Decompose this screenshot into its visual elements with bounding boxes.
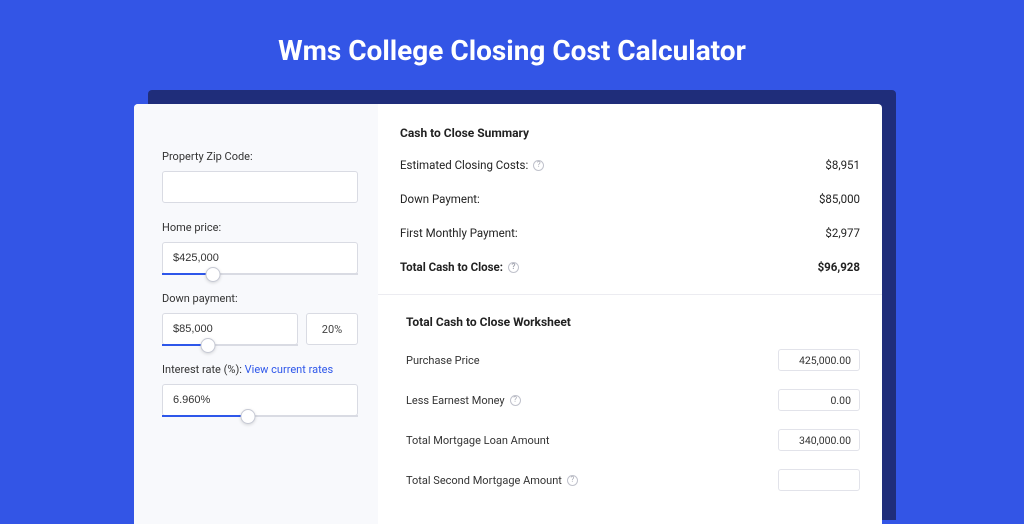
page-title: Wms College Closing Cost Calculator: [0, 0, 1024, 67]
help-icon[interactable]: ?: [567, 475, 578, 486]
ws-value[interactable]: 340,000.00: [778, 429, 860, 451]
worksheet-row: Total Mortgage Loan Amount 340,000.00: [400, 429, 860, 451]
home-price-label: Home price:: [162, 221, 358, 234]
ws-label: Total Second Mortgage Amount: [406, 474, 562, 487]
calculator-card: Property Zip Code: Home price: Down paym…: [134, 104, 882, 524]
zip-field-group: Property Zip Code:: [162, 150, 358, 203]
summary-row-total: Total Cash to Close: ? $96,928: [400, 260, 860, 274]
summary-label: Down Payment:: [400, 192, 480, 206]
inputs-panel: Property Zip Code: Home price: Down paym…: [134, 104, 378, 524]
worksheet-row: Less Earnest Money ? 0.00: [400, 389, 860, 411]
home-price-group: Home price:: [162, 221, 358, 274]
help-icon[interactable]: ?: [510, 395, 521, 406]
summary-label: Total Cash to Close:: [400, 260, 503, 274]
worksheet-title: Total Cash to Close Worksheet: [406, 315, 860, 329]
interest-label: Interest rate (%): View current rates: [162, 363, 358, 376]
ws-value[interactable]: [778, 469, 860, 491]
summary-value: $2,977: [825, 226, 860, 240]
ws-value[interactable]: 0.00: [778, 389, 860, 411]
down-payment-group: Down payment: 20%: [162, 292, 358, 345]
interest-slider[interactable]: [162, 384, 358, 416]
home-price-input[interactable]: [162, 242, 358, 274]
worksheet-row: Total Second Mortgage Amount ?: [400, 469, 860, 491]
zip-label: Property Zip Code:: [162, 150, 358, 163]
summary-label: First Monthly Payment:: [400, 226, 518, 240]
down-payment-input[interactable]: [162, 313, 298, 345]
help-icon[interactable]: ?: [533, 160, 544, 171]
help-icon[interactable]: ?: [508, 262, 519, 273]
slider-thumb[interactable]: [205, 267, 220, 282]
slider-thumb[interactable]: [241, 409, 256, 424]
down-payment-label: Down payment:: [162, 292, 358, 305]
down-payment-slider[interactable]: [162, 313, 298, 345]
down-payment-pct[interactable]: 20%: [306, 313, 358, 345]
summary-label: Estimated Closing Costs:: [400, 158, 528, 172]
interest-group: Interest rate (%): View current rates: [162, 363, 358, 416]
summary-value: $96,928: [818, 260, 860, 274]
divider: [378, 294, 882, 295]
summary-row: Estimated Closing Costs: ? $8,951: [400, 158, 860, 172]
ws-value[interactable]: 425,000.00: [778, 349, 860, 371]
ws-label: Less Earnest Money: [406, 394, 505, 407]
zip-input[interactable]: [162, 171, 358, 203]
summary-row: Down Payment: $85,000: [400, 192, 860, 206]
ws-label: Total Mortgage Loan Amount: [406, 434, 549, 447]
interest-label-text: Interest rate (%):: [162, 363, 245, 376]
summary-title: Cash to Close Summary: [400, 126, 860, 140]
interest-input[interactable]: [162, 384, 358, 416]
slider-thumb[interactable]: [201, 338, 216, 353]
summary-row: First Monthly Payment: $2,977: [400, 226, 860, 240]
summary-value: $8,951: [825, 158, 860, 172]
worksheet-row: Purchase Price 425,000.00: [400, 349, 860, 371]
summary-value: $85,000: [819, 192, 860, 206]
home-price-slider[interactable]: [162, 242, 358, 274]
ws-label: Purchase Price: [406, 354, 480, 367]
results-panel: Cash to Close Summary Estimated Closing …: [378, 104, 882, 524]
current-rates-link[interactable]: View current rates: [245, 363, 334, 376]
